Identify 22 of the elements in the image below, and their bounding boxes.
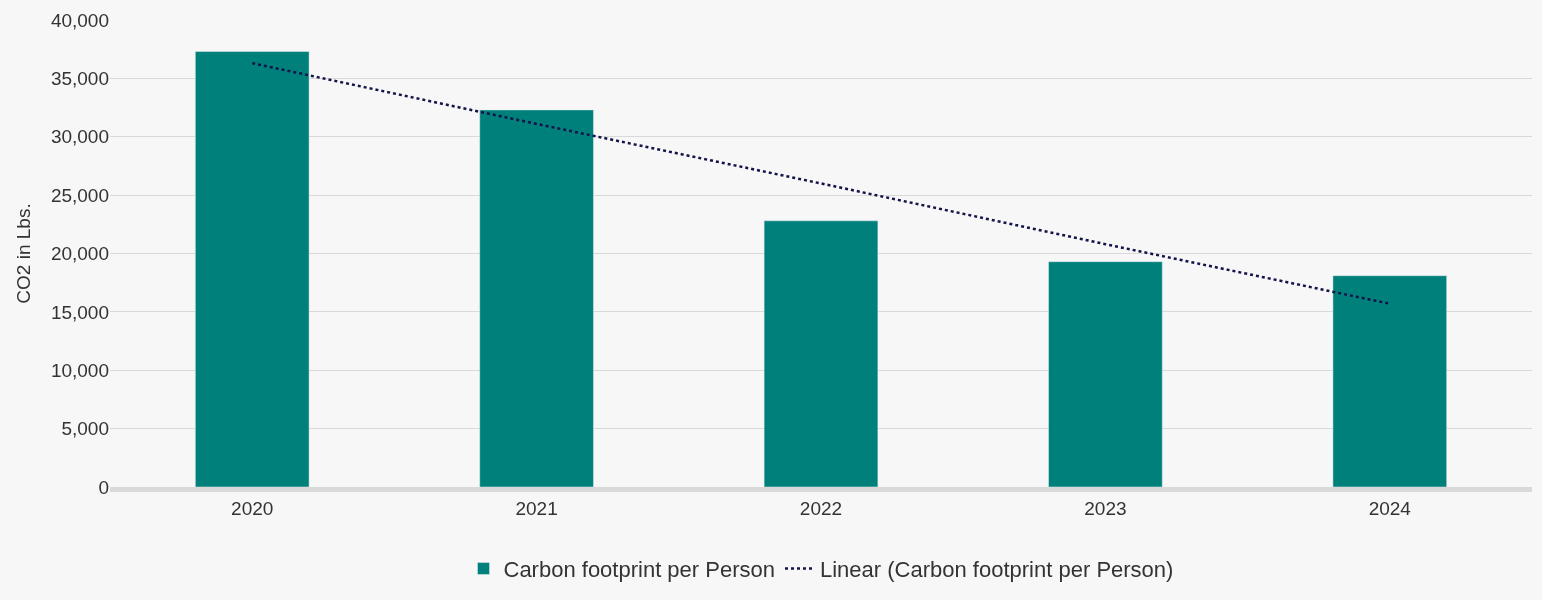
y-tick-label: 15,000 <box>50 301 109 323</box>
x-tick-label: 2021 <box>515 497 558 519</box>
y-tick-label: 30,000 <box>50 126 109 148</box>
y-tick-label: 20,000 <box>50 243 109 265</box>
bar <box>479 109 594 487</box>
bar <box>1048 261 1163 487</box>
x-tick-label: 2022 <box>799 497 843 519</box>
bar <box>195 51 310 487</box>
y-tick-label: 25,000 <box>50 184 109 206</box>
y-axis-title: CO2 in Lbs. <box>12 203 34 304</box>
x-tick-label: 2023 <box>1084 497 1127 519</box>
y-tick-label: 0 <box>98 476 109 498</box>
bar <box>1332 275 1447 487</box>
y-tick-label: 40,000 <box>50 9 109 31</box>
y-tick-label: 35,000 <box>50 68 109 90</box>
y-tick-label: 5,000 <box>61 418 109 440</box>
x-tick-label: 2024 <box>1368 497 1412 519</box>
legend-label: Linear (Carbon footprint per Person) <box>820 557 1174 583</box>
x-tick-label: 2020 <box>231 497 274 519</box>
y-tick-label: 10,000 <box>50 359 109 381</box>
legend-label: Carbon footprint per Person <box>503 557 775 583</box>
bar <box>763 220 879 487</box>
